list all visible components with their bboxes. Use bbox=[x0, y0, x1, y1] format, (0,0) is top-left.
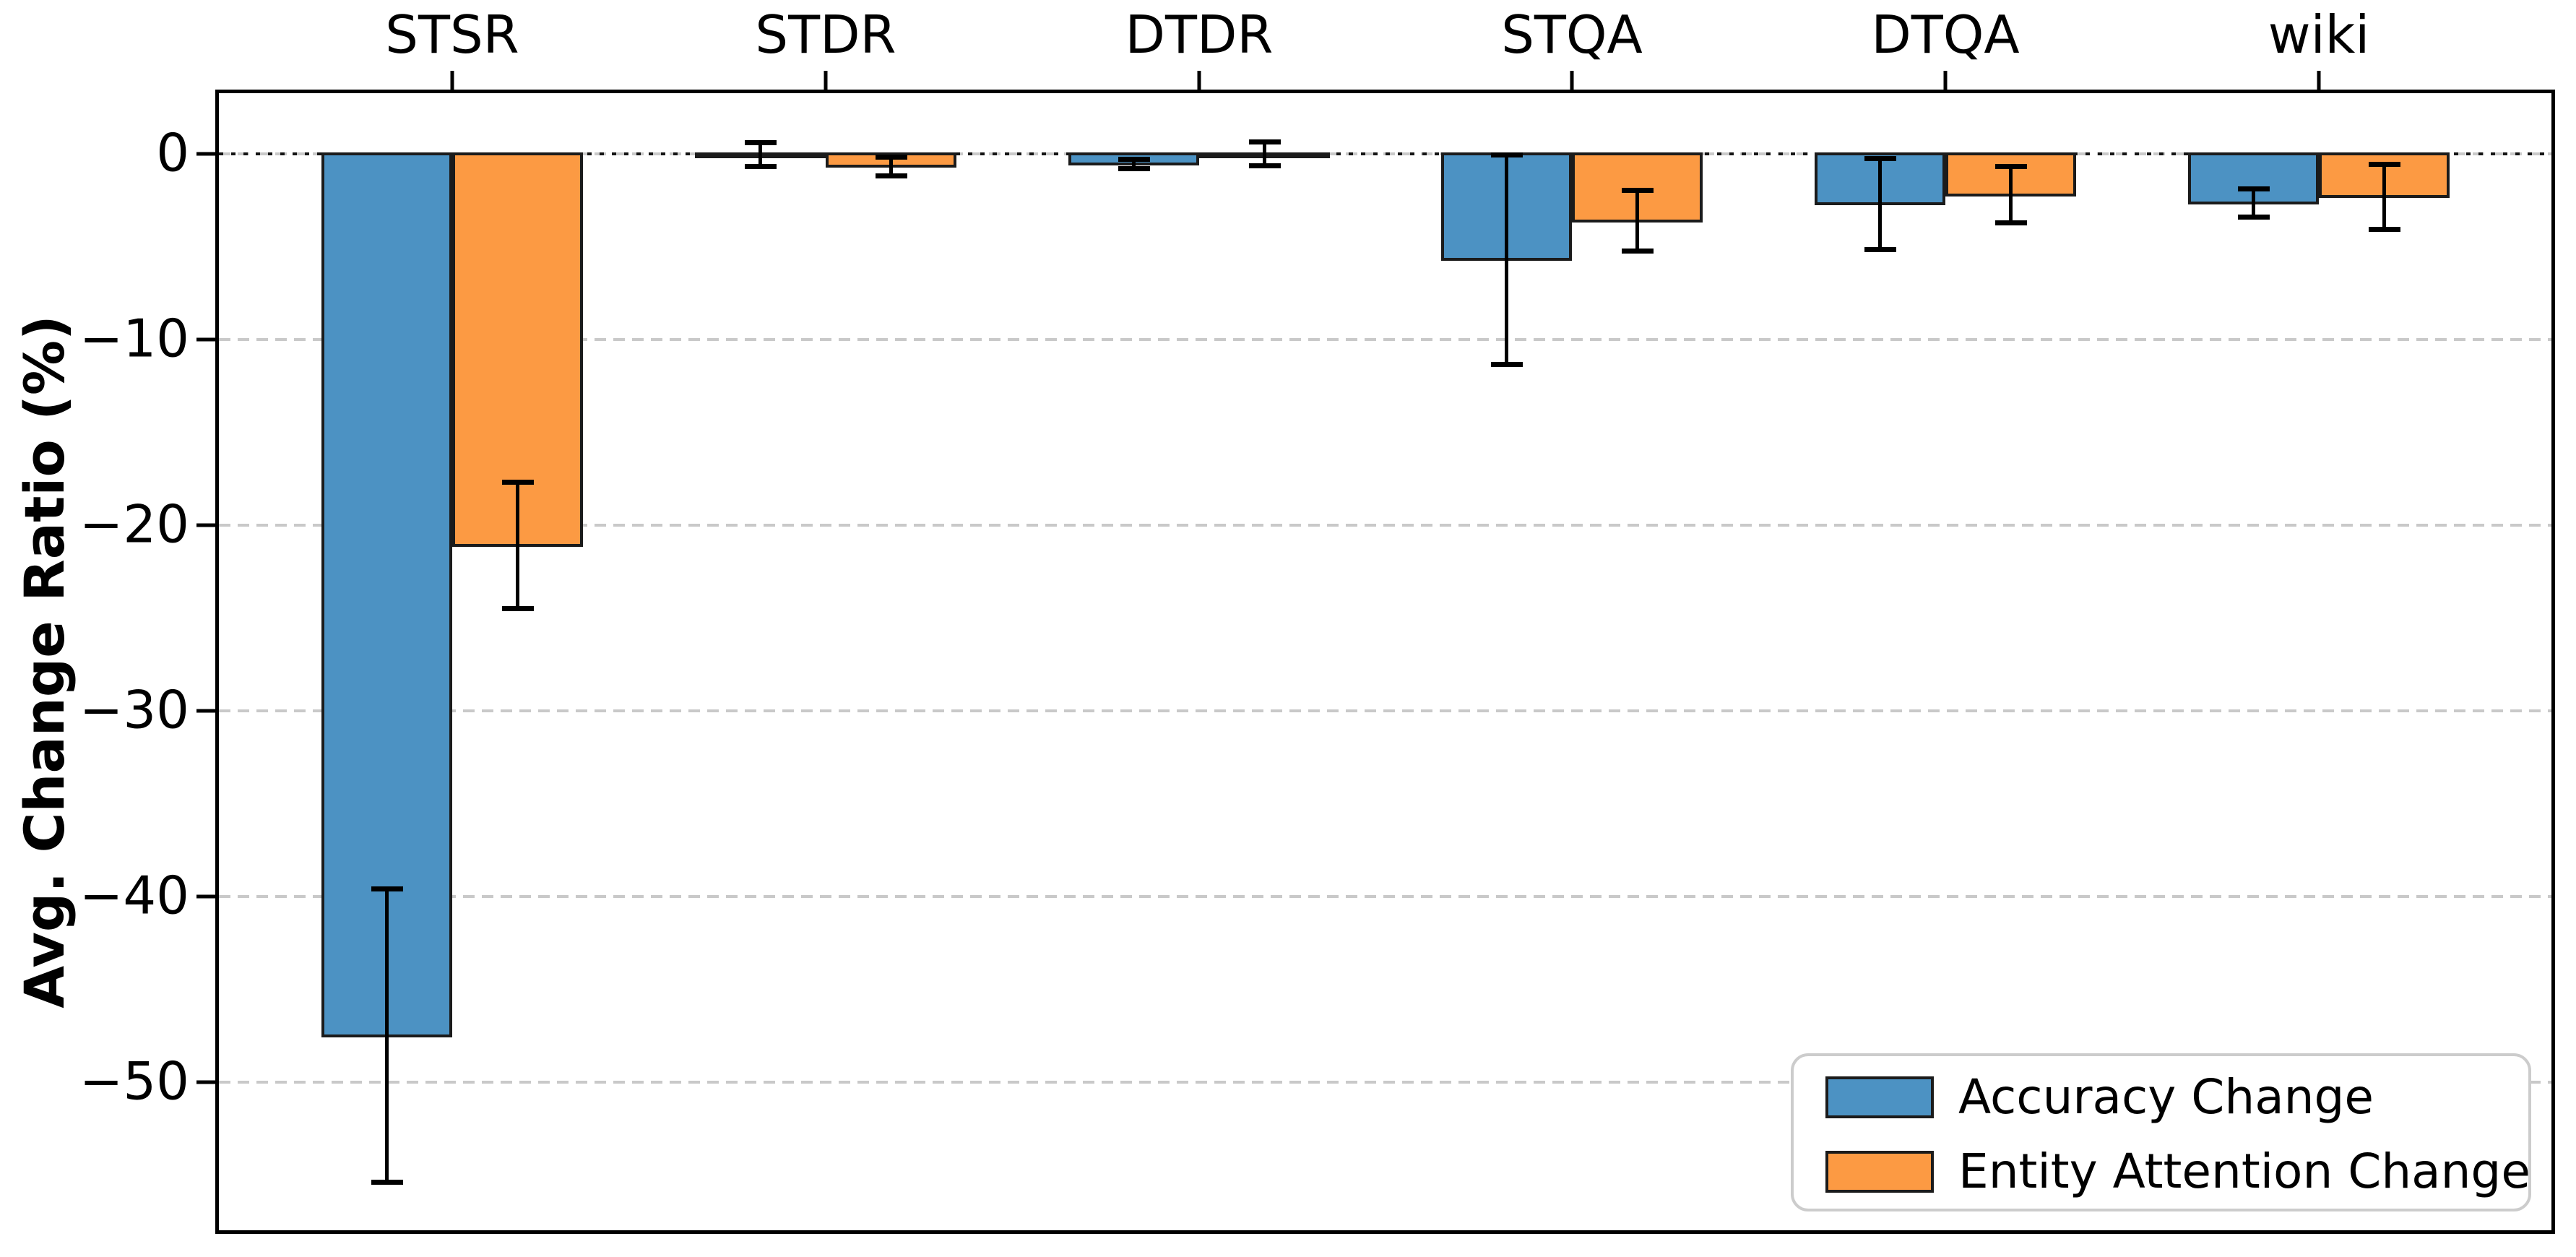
x-tick-mark bbox=[450, 71, 454, 90]
y-tick-mark bbox=[196, 894, 215, 899]
y-gridline bbox=[219, 709, 2551, 712]
errorbar-cap-upper-accuracy-change-stdr bbox=[744, 140, 777, 146]
x-category-label-stdr: STDR bbox=[755, 4, 896, 65]
x-category-label-stqa: STQA bbox=[1501, 4, 1643, 65]
x-tick-mark bbox=[1943, 71, 1948, 90]
y-tick-mark bbox=[196, 709, 215, 713]
errorbar-entity-attention-change-dtdr bbox=[1263, 142, 1266, 166]
errorbar-accuracy-change-dtdr bbox=[1132, 159, 1136, 169]
y-tick-label: −30 bbox=[79, 679, 189, 740]
errorbar-cap-lower-entity-attention-change-dtdr bbox=[1248, 163, 1281, 169]
y-tick-label: 0 bbox=[156, 122, 189, 183]
errorbar-cap-upper-accuracy-change-dtdr bbox=[1118, 157, 1150, 163]
errorbar-cap-upper-accuracy-change-wiki bbox=[2237, 186, 2270, 192]
errorbar-cap-upper-accuracy-change-stqa bbox=[1490, 152, 1523, 157]
x-category-label-stsr: STSR bbox=[385, 4, 519, 65]
errorbar-cap-lower-entity-attention-change-stqa bbox=[1621, 249, 1654, 254]
errorbar-accuracy-change-stsr bbox=[385, 889, 389, 1183]
plot-area bbox=[215, 90, 2555, 1234]
legend-swatch-accuracy-change bbox=[1825, 1076, 1934, 1118]
errorbar-accuracy-change-stdr bbox=[758, 142, 762, 167]
zero-line bbox=[219, 152, 2551, 155]
legend: Accuracy Change Entity Attention Change bbox=[1791, 1053, 2531, 1211]
errorbar-cap-lower-accuracy-change-stqa bbox=[1490, 362, 1523, 368]
y-tick-label: −50 bbox=[79, 1050, 189, 1112]
x-tick-mark bbox=[1197, 71, 1201, 90]
x-category-label-wiki: wiki bbox=[2268, 4, 2370, 65]
x-tick-mark bbox=[2317, 71, 2321, 90]
legend-label-accuracy-change: Accuracy Change bbox=[1958, 1069, 2374, 1125]
errorbar-accuracy-change-stqa bbox=[1505, 155, 1508, 365]
errorbar-cap-lower-accuracy-change-stsr bbox=[371, 1180, 403, 1185]
y-gridline bbox=[219, 895, 2551, 898]
y-axis-label: Avg. Change Ratio (%) bbox=[12, 315, 77, 1008]
legend-swatch-entity-attention-change bbox=[1825, 1151, 1934, 1193]
errorbar-cap-lower-accuracy-change-stdr bbox=[744, 164, 777, 170]
y-tick-label: −20 bbox=[79, 493, 189, 555]
y-gridline bbox=[219, 1081, 2551, 1084]
errorbar-cap-lower-entity-attention-change-stdr bbox=[875, 173, 907, 178]
y-tick-mark bbox=[196, 1080, 215, 1084]
errorbar-cap-upper-accuracy-change-stsr bbox=[371, 886, 403, 892]
y-tick-mark bbox=[196, 152, 215, 156]
errorbar-cap-upper-entity-attention-change-dtqa bbox=[1994, 164, 2027, 170]
y-gridline bbox=[219, 524, 2551, 527]
errorbar-cap-upper-entity-attention-change-stdr bbox=[875, 155, 907, 160]
errorbar-cap-lower-entity-attention-change-stsr bbox=[501, 606, 534, 612]
errorbar-entity-attention-change-stsr bbox=[516, 482, 519, 609]
errorbar-entity-attention-change-wiki bbox=[2382, 164, 2386, 230]
errorbar-cap-lower-accuracy-change-dtqa bbox=[1864, 246, 1896, 252]
x-category-label-dtqa: DTQA bbox=[1871, 4, 2020, 65]
errorbar-accuracy-change-wiki bbox=[2252, 189, 2255, 217]
errorbar-cap-upper-entity-attention-change-wiki bbox=[2368, 161, 2400, 167]
y-tick-mark bbox=[196, 337, 215, 342]
x-tick-mark bbox=[1570, 71, 1574, 90]
errorbar-cap-upper-entity-attention-change-stqa bbox=[1621, 187, 1654, 193]
errorbar-cap-lower-accuracy-change-dtdr bbox=[1118, 166, 1150, 172]
y-tick-mark bbox=[196, 523, 215, 527]
y-tick-label: −10 bbox=[79, 308, 189, 369]
legend-label-entity-attention-change: Entity Attention Change bbox=[1958, 1144, 2530, 1199]
x-category-label-dtdr: DTDR bbox=[1125, 4, 1274, 65]
errorbar-accuracy-change-dtqa bbox=[1878, 158, 1882, 250]
errorbar-cap-upper-entity-attention-change-stsr bbox=[501, 480, 534, 485]
errorbar-cap-lower-entity-attention-change-dtqa bbox=[1994, 220, 2027, 225]
errorbar-entity-attention-change-dtqa bbox=[2009, 166, 2013, 223]
y-tick-label: −40 bbox=[79, 865, 189, 926]
x-tick-mark bbox=[824, 71, 828, 90]
errorbar-cap-upper-accuracy-change-dtqa bbox=[1864, 155, 1896, 161]
errorbar-cap-lower-accuracy-change-wiki bbox=[2237, 214, 2270, 220]
errorbar-entity-attention-change-stqa bbox=[1635, 190, 1639, 251]
errorbar-entity-attention-change-stdr bbox=[889, 157, 893, 176]
errorbar-cap-lower-entity-attention-change-wiki bbox=[2368, 226, 2400, 232]
y-gridline bbox=[219, 338, 2551, 341]
errorbar-cap-upper-entity-attention-change-dtdr bbox=[1248, 139, 1281, 144]
